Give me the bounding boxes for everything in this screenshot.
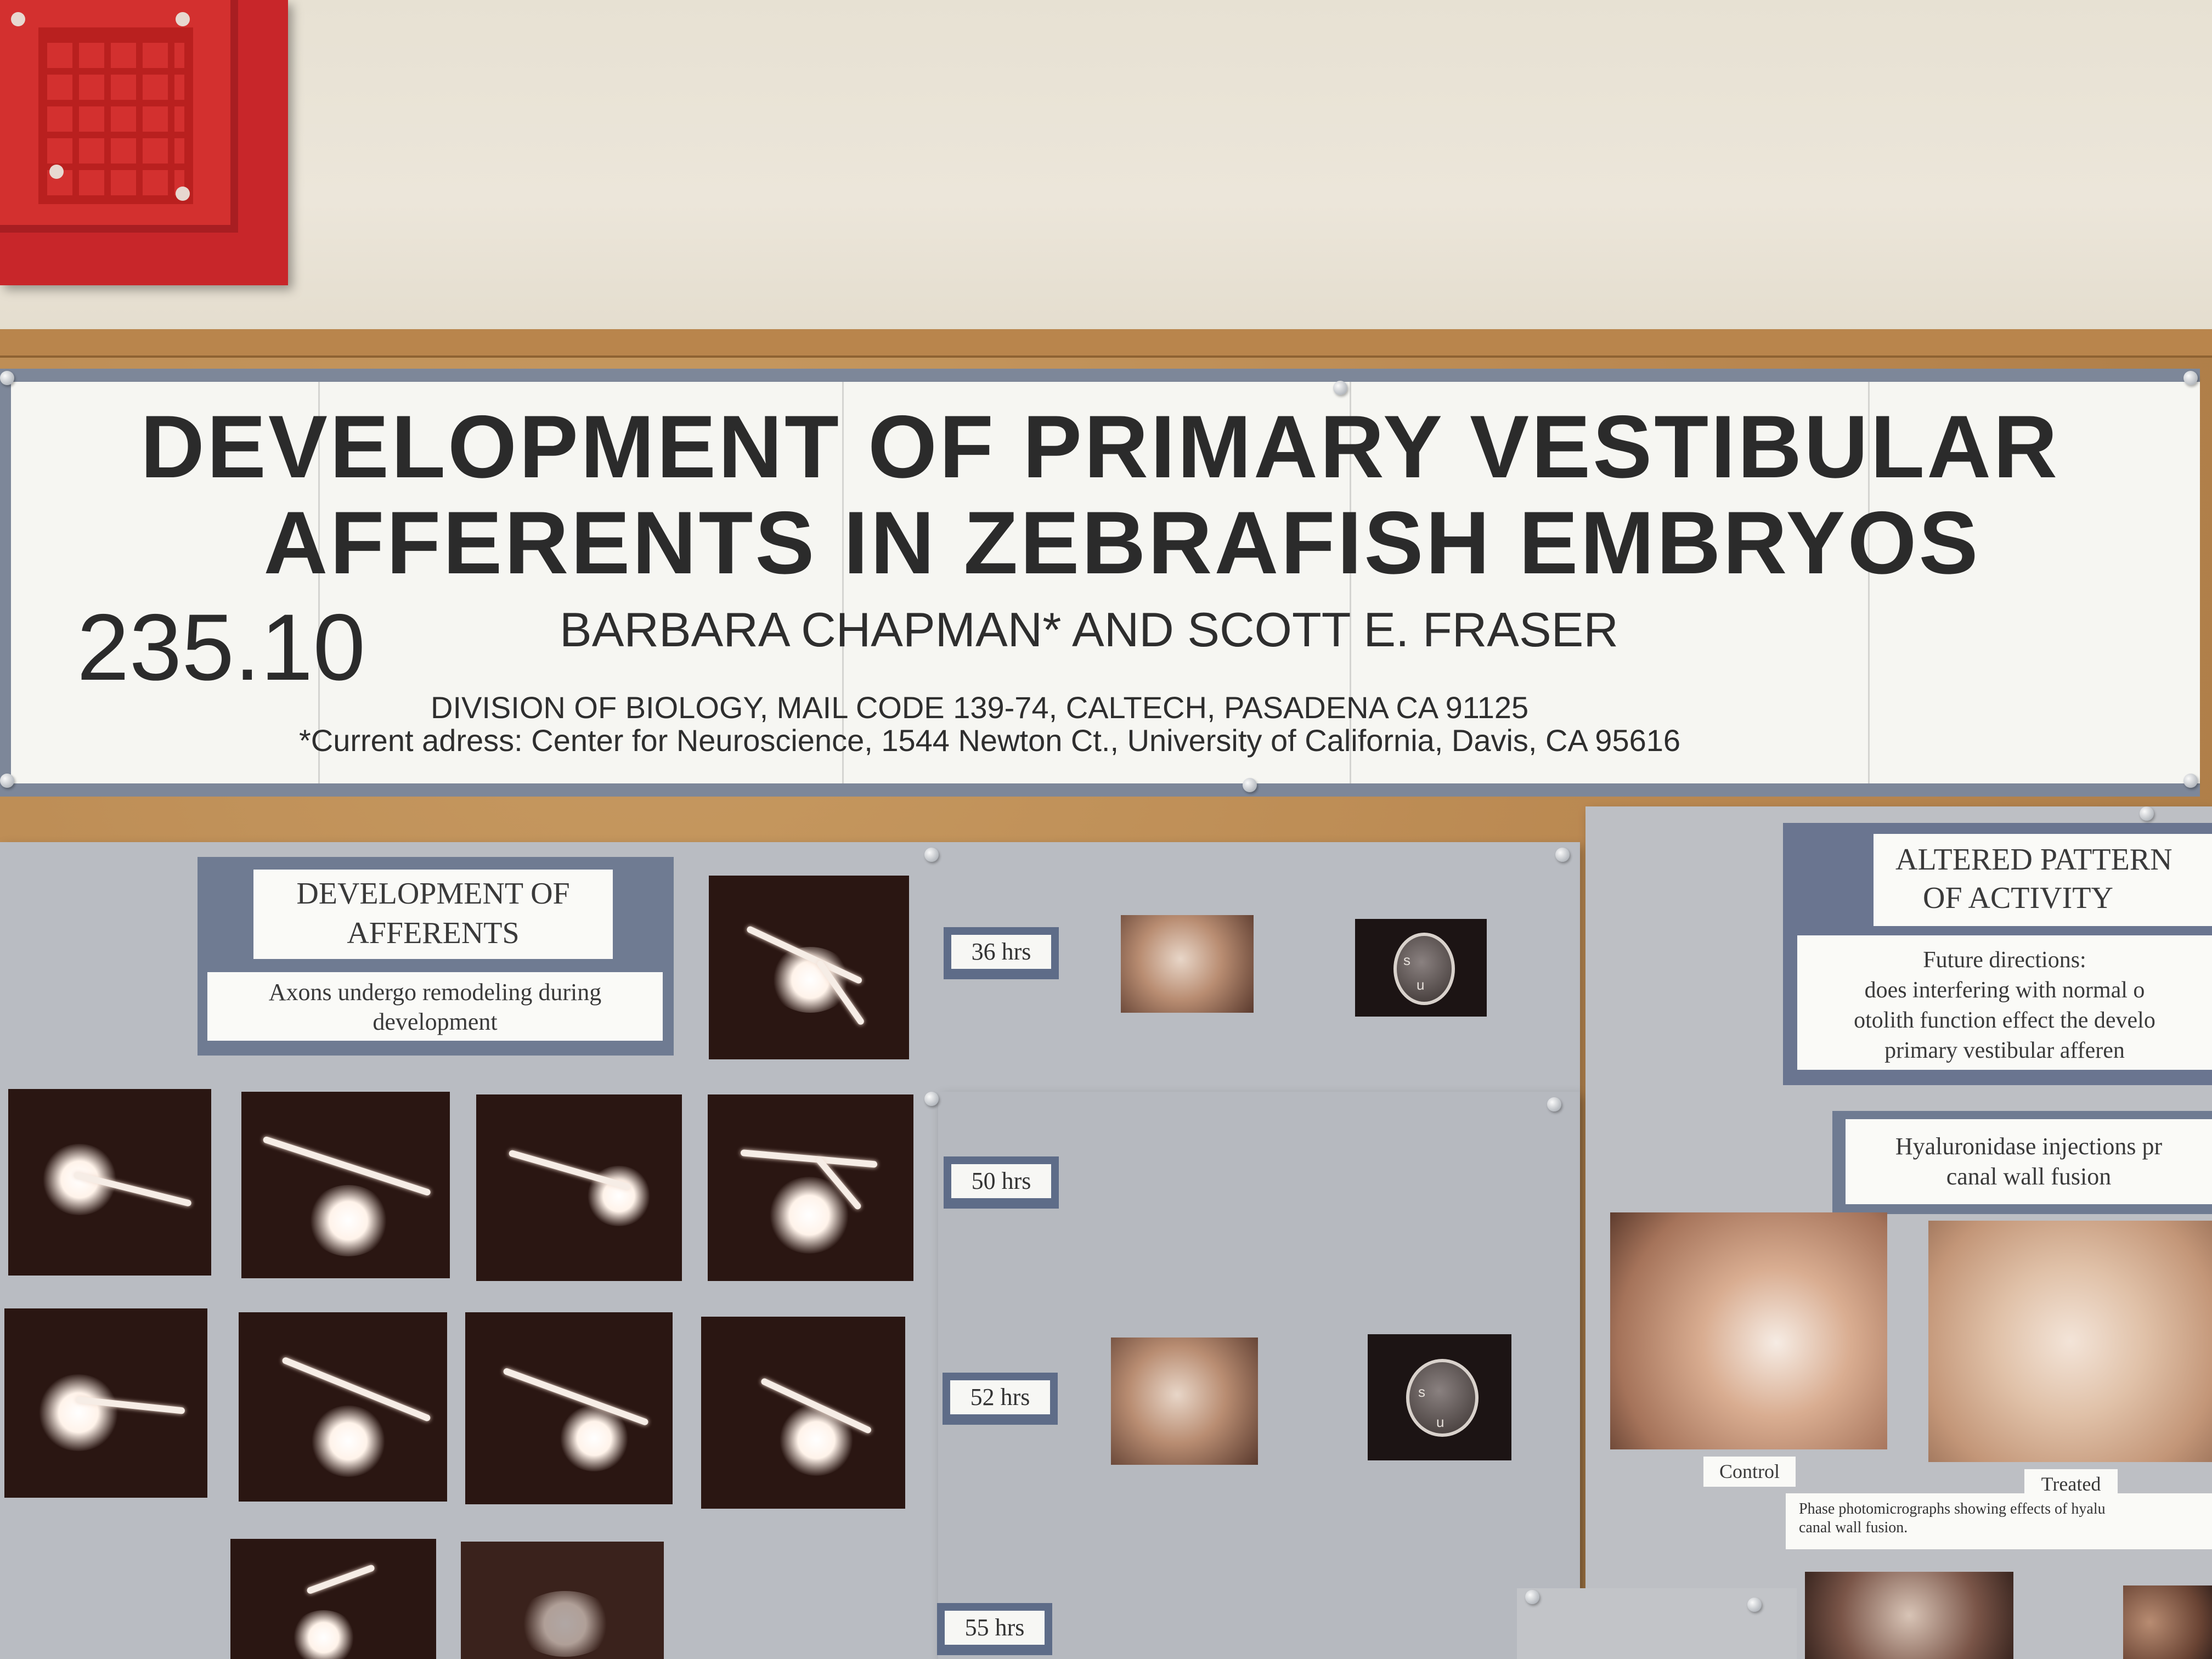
section-heading-line2: AFFERENTS xyxy=(347,916,520,950)
fluorescence-photo xyxy=(239,1312,447,1502)
otic-vesicle-icon xyxy=(1393,933,1455,1005)
fluorescence-photo xyxy=(230,1539,436,1659)
hyaluronidase-line1: Hyaluronidase injections pr xyxy=(1895,1133,2163,1160)
push-pin-icon xyxy=(1747,1598,1762,1612)
time-label-50: 50 hrs xyxy=(944,1156,1059,1209)
otolith-label-u: u xyxy=(1436,1414,1444,1430)
future-line3: otolith function effect the develo xyxy=(1854,1008,2155,1033)
push-pin-icon xyxy=(2140,806,2154,821)
screw-icon xyxy=(49,165,64,179)
future-directions-box: Future directions: does interfering with… xyxy=(1797,935,2212,1070)
banner-seam xyxy=(318,382,320,783)
lower-photo xyxy=(1805,1572,2013,1659)
section-subtitle-line2: development xyxy=(373,1008,498,1035)
screw-icon xyxy=(11,12,25,26)
fluorescence-photo xyxy=(708,1094,913,1281)
otic-vesicle-icon xyxy=(1406,1359,1479,1437)
banner-title-line1: DEVELOPMENT OF PRIMARY VESTIBULAR xyxy=(140,397,2060,496)
otolith-photo xyxy=(1111,1338,1258,1465)
treated-photo xyxy=(1928,1221,2212,1462)
time-label-36: 36 hrs xyxy=(944,927,1059,979)
banner-seam xyxy=(1868,382,1870,783)
banner-seam xyxy=(842,382,844,783)
poster-current-address: *Current adress: Center for Neuroscience… xyxy=(299,723,1681,758)
otolith-photo-dark: s u xyxy=(1355,919,1487,1017)
section-subtitle-box: Axons undergo remodeling during developm… xyxy=(207,972,663,1041)
fluorescence-photo xyxy=(8,1089,211,1276)
time-label-55: 55 hrs xyxy=(937,1603,1052,1655)
push-pin-icon xyxy=(0,774,14,788)
future-line1: Future directions: xyxy=(1923,947,2086,973)
alarm-grille-icon xyxy=(38,27,193,204)
phase-caption-line1: Phase photomicrographs showing effects o… xyxy=(1799,1500,2106,1517)
activity-heading-line2: OF ACTIVITY xyxy=(1923,881,2113,915)
screw-icon xyxy=(176,12,190,26)
title-banner xyxy=(0,369,2200,797)
push-pin-icon xyxy=(1243,778,1257,792)
banner-title-line2: AFFERENTS IN ZEBRAFISH EMBRYOS xyxy=(263,493,1980,592)
section-heading-box: DEVELOPMENT OF AFFERENTS xyxy=(253,870,613,959)
push-pin-icon xyxy=(1555,848,1570,862)
fluorescence-photo xyxy=(709,876,909,1059)
time-label-52: 52 hrs xyxy=(943,1373,1058,1425)
control-label: Control xyxy=(1703,1457,1796,1487)
push-pin-icon xyxy=(1525,1590,1539,1604)
push-pin-icon xyxy=(924,848,939,862)
alarm-faceplate xyxy=(0,0,238,233)
fluorescence-photo xyxy=(476,1094,682,1281)
fluorescence-photo xyxy=(241,1092,450,1278)
section-heading-line1: DEVELOPMENT OF xyxy=(296,877,570,911)
otolith-photo xyxy=(1121,915,1254,1013)
activity-heading-box: ALTERED PATTERN OF ACTIVITY xyxy=(1874,834,2212,926)
otolith-label-s: s xyxy=(1418,1384,1425,1400)
push-pin-icon xyxy=(2183,371,2198,385)
future-line2: does interfering with normal o xyxy=(1864,978,2145,1003)
poster-authors: BARBARA CHAPMAN* AND SCOTT E. FRASER xyxy=(560,602,1618,657)
fire-alarm-strobe xyxy=(0,0,288,285)
board-frame xyxy=(0,329,2212,358)
fluorescence-photo xyxy=(701,1317,905,1509)
activity-heading-line1: ALTERED PATTERN xyxy=(1895,843,2172,877)
push-pin-icon xyxy=(2183,774,2198,788)
future-line4: primary vestibular afferen xyxy=(1884,1038,2125,1063)
banner-seam xyxy=(1350,382,1351,783)
wall xyxy=(0,0,2212,335)
hyaluronidase-line2: canal wall fusion xyxy=(1946,1163,2112,1190)
otolith-label-u: u xyxy=(1417,977,1425,993)
fluorescence-photo xyxy=(4,1308,207,1498)
phase-caption-box: Phase photomicrographs showing effects o… xyxy=(1786,1493,2212,1549)
fluorescence-photo xyxy=(461,1542,664,1659)
push-pin-icon xyxy=(0,371,14,385)
screw-icon xyxy=(176,187,190,201)
phase-caption-line2: canal wall fusion. xyxy=(1799,1519,1908,1536)
hyaluronidase-box: Hyaluronidase injections pr canal wall f… xyxy=(1846,1119,2212,1204)
otolith-label-s: s xyxy=(1403,952,1410,968)
section-subtitle-line1: Axons undergo remodeling during xyxy=(268,979,602,1006)
poster-affiliation: DIVISION OF BIOLOGY, MAIL CODE 139-74, C… xyxy=(431,690,1529,725)
lower-photo xyxy=(2123,1585,2212,1659)
push-pin-icon xyxy=(1333,381,1347,395)
push-pin-icon xyxy=(924,1092,939,1106)
poster-number: 235.10 xyxy=(77,595,366,700)
fluorescence-photo xyxy=(465,1312,673,1504)
otolith-photo-dark: s u xyxy=(1368,1334,1511,1460)
control-photo xyxy=(1610,1212,1887,1449)
push-pin-icon xyxy=(1547,1097,1561,1111)
